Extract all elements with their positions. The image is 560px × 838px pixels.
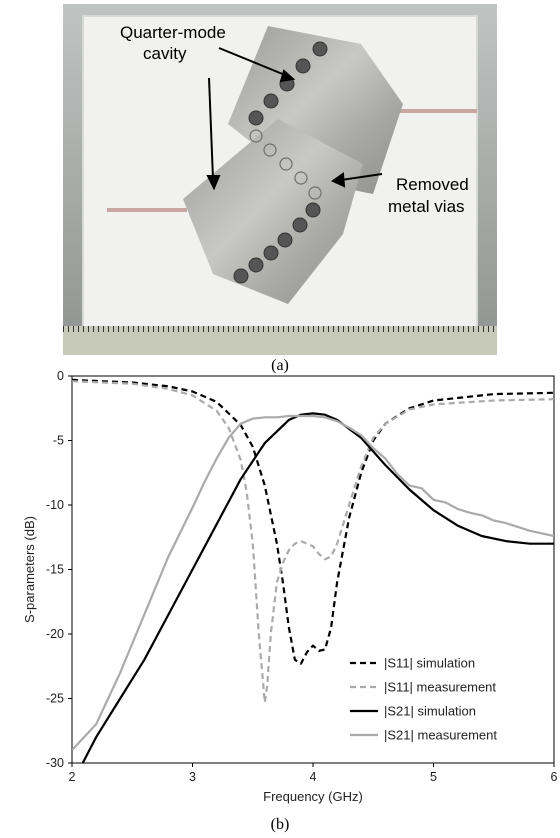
removed-vias-label-line2: metal vias <box>388 197 465 216</box>
legend-entry: |S11| measurement <box>384 680 496 695</box>
x-tick-label: 5 <box>430 770 437 784</box>
y-tick-label: -25 <box>46 692 64 706</box>
via-row-top <box>248 41 328 126</box>
quarter-mode-label-line1: Quarter-mode <box>120 23 226 42</box>
y-tick-label: 0 <box>57 369 64 383</box>
x-axis-label: Frequency (GHz) <box>263 789 363 804</box>
s21-measurement-line <box>72 414 554 751</box>
device-photo: Quarter-mode cavity Removed metal vias <box>63 4 497 355</box>
s-parameter-chart: 2 3 4 5 6 0 -5 -10 -15 -20 -25 -30 |S11| simulation… <box>0 366 560 816</box>
via-row-bottom <box>233 202 321 284</box>
photo-caption: (a) <box>271 357 289 374</box>
legend-entry: |S21| measurement <box>384 728 497 743</box>
y-tick-label: -5 <box>53 434 64 448</box>
x-tick-label: 6 <box>551 770 558 784</box>
y-tick-label: -10 <box>46 498 64 512</box>
feed-line-right <box>399 109 477 113</box>
lower-cavity-metal <box>183 119 363 304</box>
x-tick-label: 2 <box>69 770 76 784</box>
chart-caption: (b) <box>270 816 290 833</box>
s11-measurement-line <box>72 380 554 704</box>
chart-axes: 2 3 4 5 6 0 -5 -10 -15 -20 -25 -30 <box>46 369 558 784</box>
x-tick-label: 3 <box>189 770 196 784</box>
s21-simulation-line <box>81 412 554 763</box>
y-tick-label: -15 <box>46 563 64 577</box>
chart-legend: |S11| simulation |S11| measurement |S21| s… <box>350 656 497 743</box>
x-tick-label: 4 <box>310 770 317 784</box>
legend-entry: |S21| simulation <box>384 704 476 719</box>
y-tick-label: -20 <box>46 627 64 641</box>
annotation-arrows <box>206 47 383 191</box>
removed-vias <box>249 129 322 200</box>
quarter-mode-label-line2: cavity <box>143 44 187 63</box>
chart-series <box>72 378 554 763</box>
plot-frame <box>71 375 555 764</box>
s11-simulation-line <box>72 378 554 665</box>
legend-entry: |S11| simulation <box>384 656 475 671</box>
y-axis-label: S-parameters (dB) <box>22 516 37 623</box>
y-tick-label: -30 <box>46 756 64 770</box>
feed-line-left <box>107 208 187 212</box>
removed-vias-label-line1: Removed <box>396 175 469 194</box>
